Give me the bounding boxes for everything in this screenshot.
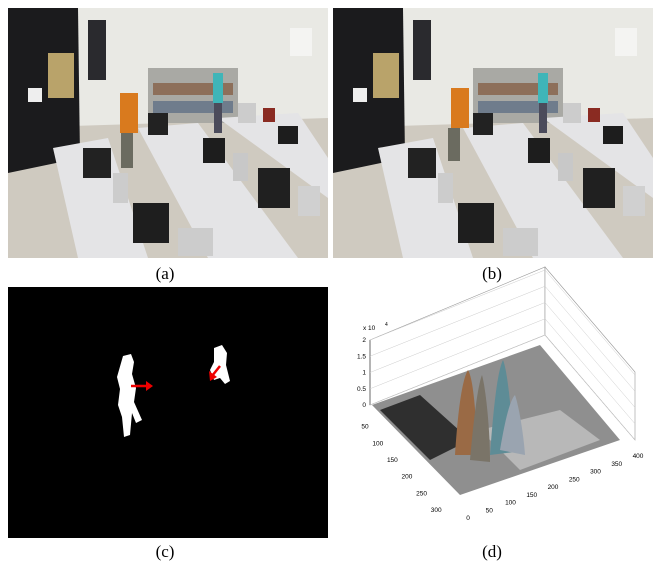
z-tick-label: 1 [362, 370, 366, 377]
z-tick-label: 0 [362, 402, 366, 409]
figure: (a) (b) (c) x 10 4 (d) 00.511.5250100150… [0, 0, 653, 566]
x-tick-label: 300 [590, 469, 601, 476]
surface-plot [370, 267, 635, 495]
x-tick-label: 100 [505, 500, 516, 507]
x-tick-label: 150 [526, 492, 537, 499]
y-tick-label: 50 [361, 424, 369, 431]
z-multiplier: x 10 [363, 325, 376, 332]
x-tick-label: 350 [611, 461, 622, 468]
x-tick-label: 400 [633, 453, 644, 460]
z-tick-label: 0.5 [357, 386, 366, 393]
photo-b [333, 8, 653, 258]
caption: (c) [156, 542, 175, 561]
caption: (d) [482, 542, 502, 561]
y-tick-label: 200 [402, 474, 413, 481]
z-tick-label: 1.5 [357, 353, 366, 360]
mask-c [8, 287, 328, 538]
x-tick-label: 250 [569, 476, 580, 483]
y-tick-label: 300 [431, 507, 442, 514]
y-tick-label: 150 [387, 457, 398, 464]
x-tick-label: 200 [548, 484, 559, 491]
y-tick-label: 250 [416, 490, 427, 497]
photo-a [8, 8, 328, 258]
caption: (b) [482, 264, 502, 283]
z-exponent: 4 [385, 322, 388, 328]
caption: (a) [156, 264, 175, 283]
x-tick-label: 50 [486, 507, 494, 514]
z-tick-label: 2 [362, 337, 366, 344]
x-tick-label: 0 [466, 515, 470, 522]
y-tick-label: 100 [372, 440, 383, 447]
